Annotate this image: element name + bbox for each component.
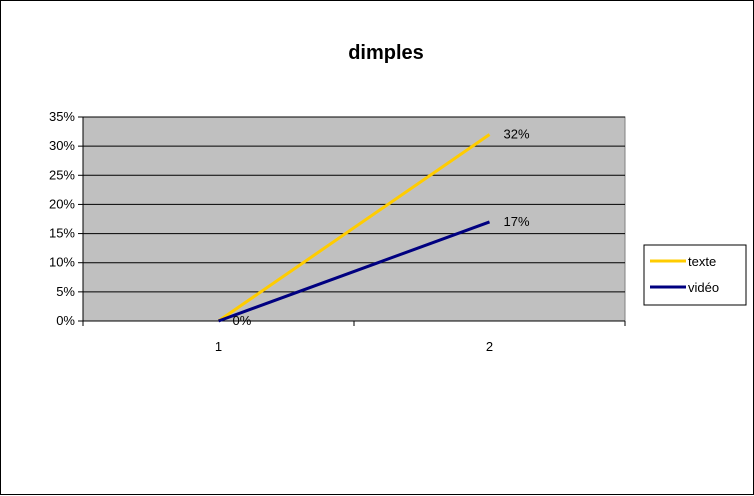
y-tick-label: 0% (56, 313, 75, 328)
y-tick-label: 5% (56, 284, 75, 299)
plot-area: 0% 5% 10% 15% 20% 25% 30% 35% 1 2 32% 0% 17% (49, 109, 626, 354)
x-tick-label: 1 (215, 339, 222, 354)
legend: texte vidéo (643, 244, 747, 306)
y-tick-label: 20% (49, 196, 75, 211)
y-tick-label: 25% (49, 167, 75, 182)
data-label: 32% (504, 126, 530, 141)
y-tick-label: 15% (49, 226, 75, 241)
legend-box (643, 244, 747, 306)
legend-label: texte (688, 254, 716, 269)
data-label: 0% (233, 313, 252, 328)
y-tick-label: 35% (49, 109, 75, 124)
chart-title: dimples (348, 42, 424, 64)
legend-label: vidéo (688, 280, 719, 295)
series-line-vidéo (217, 220, 491, 323)
plot-background (82, 116, 626, 322)
y-tick-label: 10% (49, 255, 75, 270)
x-tick-label: 2 (486, 339, 493, 354)
y-tick-label: 30% (49, 138, 75, 153)
series-line-texte (217, 133, 491, 323)
data-label: 17% (504, 214, 530, 229)
